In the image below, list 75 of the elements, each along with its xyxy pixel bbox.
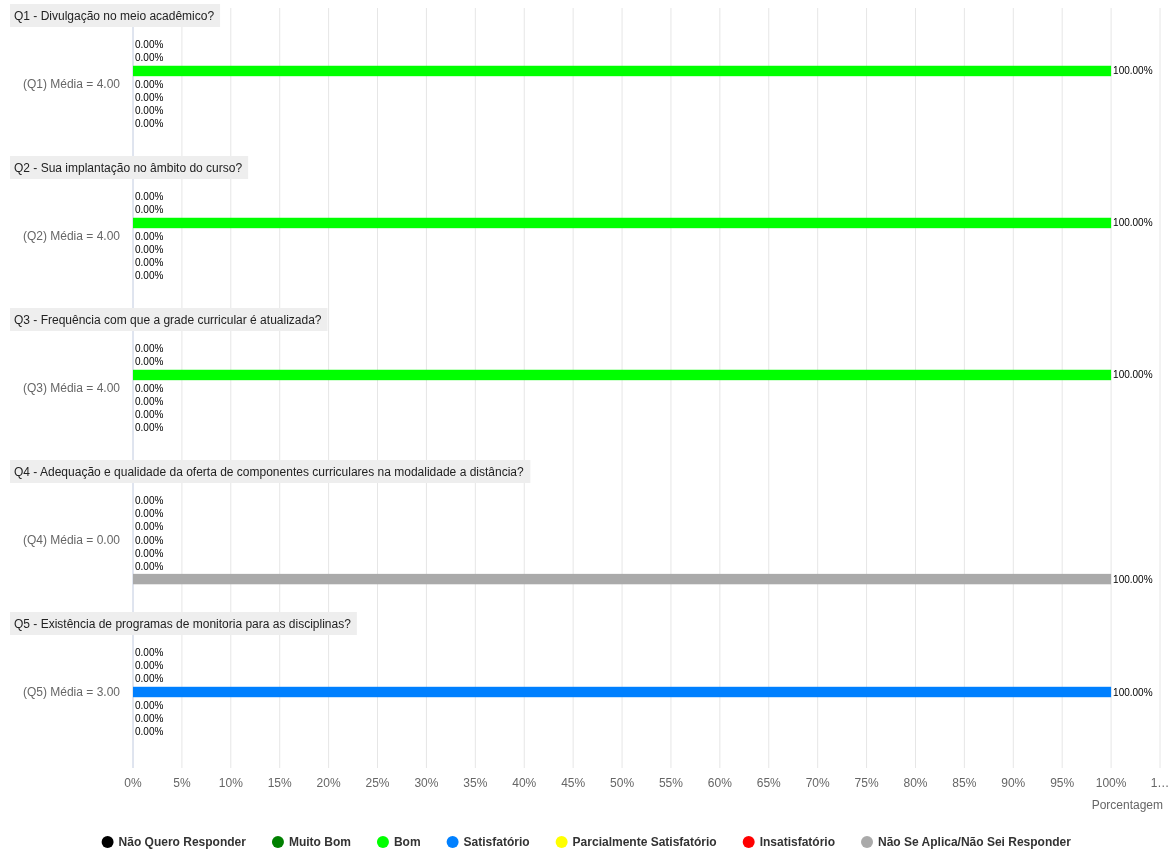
- x-tick-label: 10%: [218, 776, 244, 790]
- legend-label: Parcialmente Satisfatório: [572, 835, 717, 850]
- x-tick-label: 100%: [1095, 776, 1127, 790]
- legend-label: Muito Bom: [288, 835, 351, 850]
- x-tick-label: 45%: [561, 776, 586, 790]
- data-label: 0.00%: [135, 699, 164, 711]
- x-tick-label: 35%: [463, 776, 488, 790]
- legend-label: Satisfatório: [463, 835, 530, 850]
- data-label: 100.00%: [1113, 686, 1153, 698]
- x-tick-label: 70%: [805, 776, 830, 790]
- y-tick-label: (Q2) Média = 4.00: [22, 229, 121, 244]
- data-label: 100.00%: [1113, 369, 1153, 381]
- data-label: 0.00%: [135, 660, 164, 672]
- x-tick-label: 60%: [707, 776, 733, 790]
- x-tick-label: 85%: [952, 776, 977, 790]
- data-label: 0.00%: [135, 395, 164, 407]
- data-label: 0.00%: [135, 521, 164, 533]
- x-tick-label: 55%: [658, 776, 684, 790]
- data-label: 0.00%: [135, 230, 164, 242]
- annotation: Q1 - Divulgação no meio acadêmico?: [14, 9, 215, 23]
- x-tick-label: 25%: [365, 776, 390, 790]
- y-tick-label: (Q5) Média = 3.00: [22, 685, 121, 700]
- data-label: 0.00%: [135, 52, 164, 64]
- data-label: 0.00%: [135, 117, 164, 129]
- x-tick-label: 90%: [1001, 776, 1026, 790]
- x-tick-label: 65%: [756, 776, 782, 790]
- data-label: 0.00%: [135, 91, 164, 103]
- data-label: 0.00%: [135, 560, 164, 572]
- x-tick-label: 50%: [610, 776, 635, 790]
- x-tick-label: 0%: [124, 776, 142, 790]
- data-label: 0.00%: [135, 382, 164, 394]
- data-label: 0.00%: [135, 356, 164, 368]
- legend-label: Não Se Aplica/Não Sei Responder: [878, 835, 1072, 850]
- data-label: 100.00%: [1113, 65, 1153, 77]
- annotation: Q3 - Frequência com que a grade curricular é atualizada?: [14, 313, 322, 327]
- annotation: Q5 - Existência de programas de monitoria para as disciplinas?: [14, 617, 352, 631]
- data-label: 0.00%: [135, 269, 164, 281]
- data-label: 0.00%: [135, 547, 164, 559]
- x-tick-label: 75%: [854, 776, 879, 790]
- data-label: 0.00%: [135, 495, 164, 507]
- data-label: 0.00%: [135, 104, 164, 116]
- data-label: 0.00%: [135, 508, 164, 520]
- x-tick-label: 40%: [512, 776, 537, 790]
- data-label: 0.00%: [135, 39, 164, 51]
- data-label: 0.00%: [135, 421, 164, 433]
- annotation: Q2 - Sua implantação no âmbito do curso?: [14, 161, 243, 175]
- data-label: 0.00%: [135, 534, 164, 546]
- x-tick-label: 30%: [414, 776, 439, 790]
- data-label: 0.00%: [135, 647, 164, 659]
- data-label: 0.00%: [135, 78, 164, 90]
- data-label: 0.00%: [135, 408, 164, 420]
- data-label: 0.00%: [135, 191, 164, 203]
- x-tick-label: 5%: [173, 776, 191, 790]
- data-label: 0.00%: [135, 204, 164, 216]
- y-tick-label: (Q4) Média = 0.00: [22, 533, 121, 548]
- x-tick-label: 20%: [316, 776, 341, 790]
- legend-label: Insatisfatório: [759, 835, 836, 850]
- data-label: 0.00%: [135, 256, 164, 268]
- data-label: 0.00%: [135, 673, 164, 685]
- data-label: 0.00%: [135, 712, 164, 724]
- x-tick-label: 1…: [1150, 776, 1170, 790]
- data-label: 0.00%: [135, 725, 164, 737]
- x-tick-label: 15%: [267, 776, 293, 790]
- data-label: 100.00%: [1113, 217, 1153, 229]
- x-tick-label: 95%: [1050, 776, 1075, 790]
- data-label: 100.00%: [1113, 573, 1153, 585]
- y-tick-label: (Q1) Média = 4.00: [22, 77, 121, 92]
- legend-label: Bom: [393, 835, 421, 850]
- data-label: 0.00%: [135, 343, 164, 355]
- x-axis-title: Porcentagem: [1091, 798, 1163, 812]
- x-tick-label: 80%: [903, 776, 928, 790]
- data-label: 0.00%: [135, 243, 164, 255]
- annotation: Q4 - Adequação e qualidade da oferta de componentes curriculares na modalidade a distância?: [14, 465, 524, 479]
- y-tick-label: (Q3) Média = 4.00: [22, 381, 121, 396]
- legend-label: Não Quero Responder: [118, 835, 247, 850]
